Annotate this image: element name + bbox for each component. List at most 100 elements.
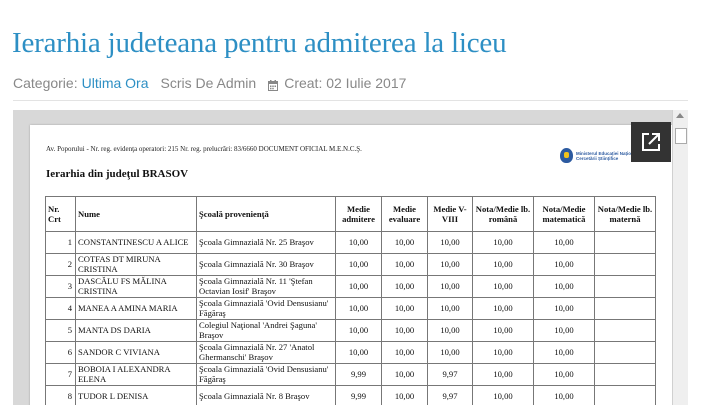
row-medie-v-viii: 10,00 (427, 231, 473, 254)
row-nota-matematica: 10,00 (533, 385, 595, 405)
coat-of-arms-icon (560, 148, 573, 163)
row-nota-romana: 10,00 (472, 341, 534, 364)
row-medie-evaluare: 10,00 (381, 363, 428, 386)
row-nota-matematica: 10,00 (533, 341, 595, 364)
row-nota-romana: 10,00 (472, 363, 534, 386)
row-scoala: Şcoala Gimnazială 'Ovid Densusianu' Făgă… (196, 297, 336, 320)
col-nota-romana: Nota/Medie lb. română (472, 196, 534, 232)
row-medie-admitere: 9,99 (335, 385, 382, 405)
col-nota-matematica: Nota/Medie matematică (533, 196, 595, 232)
row-medie-v-viii: 10,00 (427, 297, 473, 320)
row-medie-admitere: 10,00 (335, 275, 382, 298)
row-nume: BOBOIA I ALEXANDRA ELENA (75, 363, 197, 386)
table-row: 5 MANTA DS DARIA Colegiul Naţional 'Andrei… (45, 319, 656, 342)
row-nota-matematica: 10,00 (533, 319, 595, 342)
row-nota-materna (594, 253, 656, 276)
row-nume: CONSTANTINESCU A ALICE (75, 231, 197, 254)
row-nota-romana: 10,00 (472, 385, 534, 405)
row-nota-materna (594, 363, 656, 386)
row-nota-materna (594, 385, 656, 405)
row-medie-v-viii: 10,00 (427, 319, 473, 342)
row-scoala: Şcoala Gimnazială Nr. 11 'Ştefan Octavia… (196, 275, 336, 298)
row-medie-admitere: 10,00 (335, 341, 382, 364)
row-medie-v-viii: 9,97 (427, 385, 473, 405)
row-nr: 3 (45, 275, 76, 298)
row-scoala: Şcoala Gimnazială Nr. 8 Braşov (196, 385, 336, 405)
col-nr-crt: Nr. Crt (45, 196, 76, 232)
table-header-row: Nr. Crt Nume Şcoală provenienţă Medie ad… (45, 196, 656, 232)
row-nota-romana: 10,00 (472, 231, 534, 254)
row-medie-v-viii: 10,00 (427, 253, 473, 276)
row-nota-romana: 10,00 (472, 253, 534, 276)
row-nume: COTFAS DT MIRUNA CRISTINA (75, 253, 197, 276)
document-header: Av. Poporului - Nr. reg. evidenţa operat… (46, 145, 362, 153)
row-medie-evaluare: 10,00 (381, 341, 428, 364)
col-nume: Nume (75, 196, 197, 232)
divider (13, 100, 688, 101)
document-subtitle: Ierarhia din judeţul BRASOV (46, 168, 189, 180)
col-medie-admitere: Medie admitere (335, 196, 382, 232)
row-nota-matematica: 10,00 (533, 275, 595, 298)
row-medie-evaluare: 10,00 (381, 275, 428, 298)
row-medie-admitere: 10,00 (335, 319, 382, 342)
category-link[interactable]: Ultima Ora (81, 75, 149, 91)
created-date: Creat: 02 Iulie 2017 (284, 75, 407, 91)
row-nota-materna (594, 341, 656, 364)
row-nume: SANDOR C VIVIANA (75, 341, 197, 364)
author-label: Scris De Admin (160, 75, 257, 91)
row-medie-evaluare: 10,00 (381, 319, 428, 342)
row-nr: 8 (45, 385, 76, 405)
row-medie-evaluare: 10,00 (381, 297, 428, 320)
row-medie-v-viii: 9,97 (427, 363, 473, 386)
row-medie-evaluare: 10,00 (381, 385, 428, 405)
table-row: 3 DASCĂLU FS MĂLINA CRISTINA Şcoala Gimnaz… (45, 275, 656, 298)
row-nota-matematica: 10,00 (533, 297, 595, 320)
col-medie-evaluare: Medie evaluare (381, 196, 428, 232)
row-nota-matematica: 10,00 (533, 231, 595, 254)
row-scoala: Şcoala Gimnazială 'Ovid Densusianu' Făgă… (196, 363, 336, 386)
scroll-up-icon[interactable] (676, 113, 684, 118)
col-medie-v-viii: Medie V-VIII (427, 196, 473, 232)
row-medie-admitere: 10,00 (335, 297, 382, 320)
row-nota-romana: 10,00 (472, 297, 534, 320)
scrollbar-thumb[interactable] (675, 128, 687, 144)
results-table: Nr. Crt Nume Şcoală provenienţă Medie ad… (45, 196, 656, 405)
table-row: 8 TUDOR L DENISA Şcoala Gimnazială Nr. 8 B… (45, 385, 656, 405)
table-row: 1 CONSTANTINESCU A ALICE Şcoala Gimnazială… (45, 231, 656, 254)
row-nota-romana: 10,00 (472, 275, 534, 298)
row-nota-matematica: 10,00 (533, 363, 595, 386)
row-nr: 1 (45, 231, 76, 254)
row-scoala: Colegiul Naţional 'Andrei Şaguna' Braşov (196, 319, 336, 342)
col-scoala: Şcoală provenienţă (196, 196, 336, 232)
row-medie-admitere: 10,00 (335, 231, 382, 254)
col-nota-materna: Nota/Medie lb. maternă (594, 196, 656, 232)
row-scoala: Şcoala Gimnazială Nr. 27 'Anatol Gherman… (196, 341, 336, 364)
row-medie-admitere: 9,99 (335, 363, 382, 386)
row-nr: 4 (45, 297, 76, 320)
page-title[interactable]: Ierarhia judeteana pentru admiterea la l… (12, 27, 507, 59)
row-nota-matematica: 10,00 (533, 253, 595, 276)
row-nr: 7 (45, 363, 76, 386)
document-viewer[interactable]: Av. Poporului - Nr. reg. evidenţa operat… (13, 110, 688, 405)
open-in-new-icon (642, 133, 660, 151)
row-nume: DASCĂLU FS MĂLINA CRISTINA (75, 275, 197, 298)
row-medie-evaluare: 10,00 (381, 231, 428, 254)
article-meta: Categorie: Ultima Ora Scris De Admin Cre… (13, 75, 406, 91)
viewer-scrollbar[interactable] (672, 110, 688, 405)
row-scoala: Şcoala Gimnazială Nr. 30 Braşov (196, 253, 336, 276)
row-nr: 6 (45, 341, 76, 364)
ministry-logo: Ministerul Educației Naționale și Cercet… (560, 148, 646, 163)
category-label: Categorie: (13, 75, 78, 91)
open-in-new-button[interactable] (631, 122, 671, 162)
row-scoala: Şcoala Gimnazială Nr. 25 Braşov (196, 231, 336, 254)
row-medie-v-viii: 10,00 (427, 341, 473, 364)
row-nume: TUDOR L DENISA (75, 385, 197, 405)
row-medie-admitere: 10,00 (335, 253, 382, 276)
row-medie-v-viii: 10,00 (427, 275, 473, 298)
row-medie-evaluare: 10,00 (381, 253, 428, 276)
row-nota-romana: 10,00 (472, 319, 534, 342)
row-nota-materna (594, 297, 656, 320)
row-nota-materna (594, 275, 656, 298)
ministry-logo-text: Ministerul Educației Naționale și Cercet… (576, 150, 646, 161)
row-nota-materna (594, 231, 656, 254)
